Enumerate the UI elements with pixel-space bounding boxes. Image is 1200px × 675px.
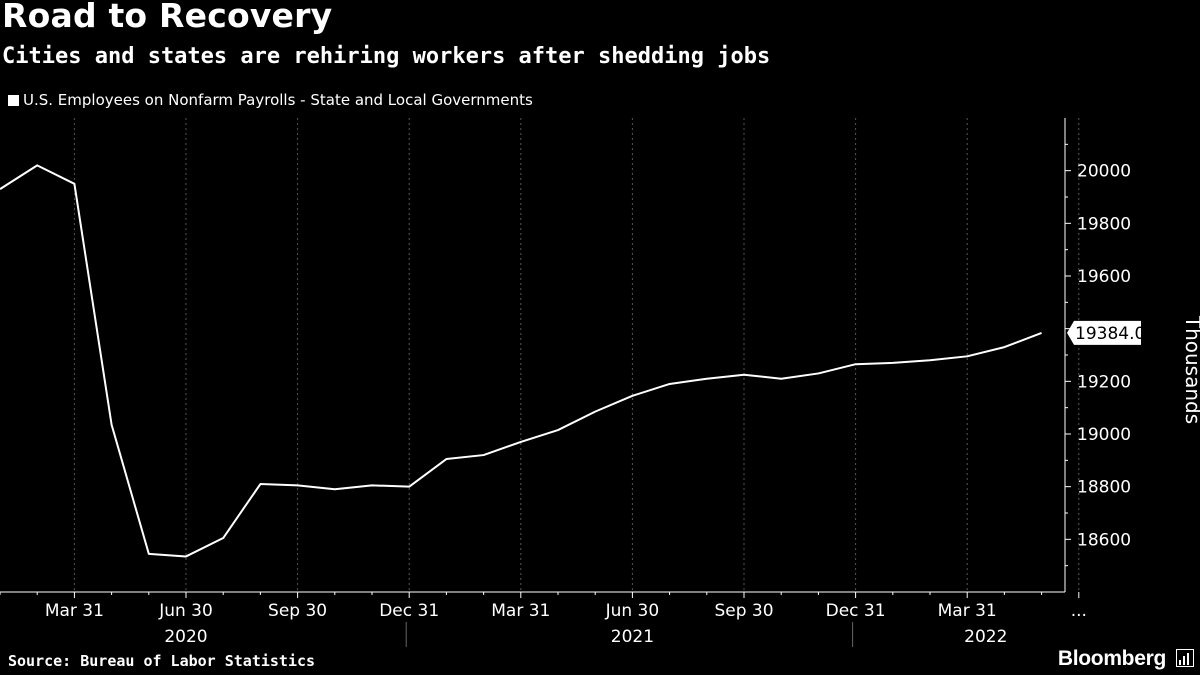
series-line [0,164,1042,558]
x-tick-label: Mar 31 [45,601,104,621]
y-axis-title: Thousands [1181,315,1200,424]
bloomberg-logo: Bloomberg [1057,647,1166,670]
x-tick-label: Sep 30 [714,601,773,621]
source-note: Source: Bureau of Labor Statistics [8,652,316,670]
x-tick-label: ... [1071,601,1087,621]
x-tick-label: Jun 30 [605,601,660,621]
last-value-label: 19384.00 [1075,324,1156,344]
legend-swatch [8,94,19,106]
x-tick-label: Dec 31 [379,601,439,621]
x-tick-label: Mar 31 [938,601,997,621]
chart-icon [1176,649,1194,667]
x-tick-label: Sep 30 [268,601,327,621]
x-tick-label: Dec 31 [826,601,886,621]
y-tick-label: 18600 [1077,530,1131,550]
chart-title: Road to Recovery [2,0,333,35]
year-label: 2020 [164,627,207,647]
y-tick-label: 20000 [1077,162,1131,182]
x-tick-label: Mar 31 [491,601,550,621]
y-tick-label: 18800 [1077,478,1131,498]
legend-label: U.S. Employees on Nonfarm Payrolls - Sta… [23,91,533,109]
y-tick-label: 19200 [1077,372,1131,392]
x-tick-label: Jun 30 [158,601,213,621]
y-tick-label: 19600 [1077,267,1131,287]
y-tick-label: 19800 [1077,214,1131,234]
year-label: 2022 [964,627,1007,647]
legend: U.S. Employees on Nonfarm Payrolls - Sta… [8,91,533,109]
chart-subtitle: Cities and states are rehiring workers a… [2,44,771,69]
y-tick-label: 19000 [1077,425,1131,445]
year-label: 2021 [611,627,654,647]
last-value-tag [1067,320,1141,345]
